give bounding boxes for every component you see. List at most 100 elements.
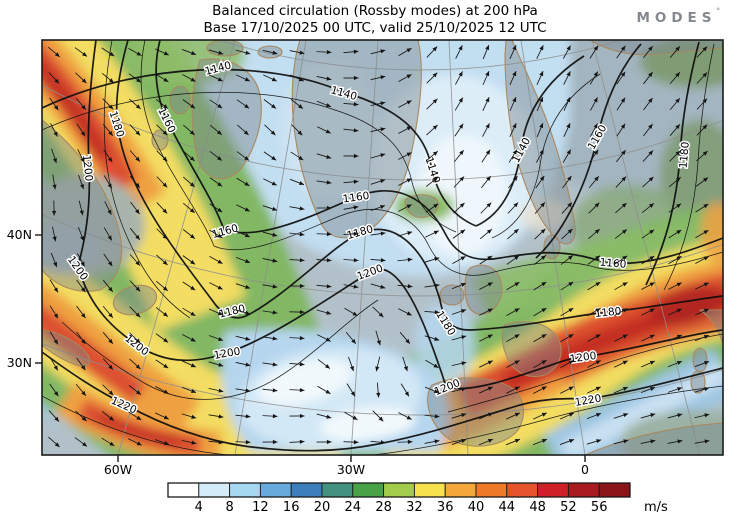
wind-arrow-head — [406, 100, 412, 105]
wind-arrow-head — [460, 282, 466, 287]
wind-arrow-head — [326, 284, 332, 289]
wind-arrow-head — [541, 308, 547, 313]
wind-arrow-head — [403, 366, 408, 372]
wind-arrow-head — [190, 337, 196, 342]
wind-arrow-head — [704, 361, 710, 365]
wind-arrow-head — [487, 412, 493, 417]
wind-arrow-head — [378, 416, 384, 422]
wind-arrow-head — [326, 258, 332, 263]
wind-arrow-head — [407, 284, 413, 289]
wind-arrow-head — [353, 440, 359, 445]
wind-arrow-head — [107, 235, 112, 241]
wind-arrow-head — [461, 439, 467, 443]
wind-arrow-head — [190, 77, 196, 82]
wind-arrow-head — [622, 334, 628, 339]
wind-arrow-head — [52, 158, 57, 164]
wind-arrow-head — [380, 101, 386, 106]
wind-arrow-head — [405, 338, 410, 344]
wind-arrow-head — [299, 336, 305, 341]
wind-arrow-head — [433, 363, 439, 368]
wind-arrow-head — [271, 181, 277, 186]
wind-arrow-head — [51, 210, 57, 216]
wind-arrow-head — [352, 311, 358, 316]
contour-label: 1160 — [342, 190, 370, 206]
colorbar-tick-label: 44 — [499, 500, 516, 515]
wind-arrow-head — [53, 287, 58, 293]
wind-arrow-head — [349, 366, 354, 372]
wind-arrow-head — [353, 231, 359, 236]
wind-arrow-head — [298, 155, 304, 161]
wind-arrow-head — [108, 338, 113, 344]
wind-arrow-head — [568, 386, 574, 391]
wind-arrow-head — [648, 98, 653, 103]
wind-arrow-head — [53, 261, 58, 267]
wind-arrow-head — [162, 208, 168, 214]
modes-logo-text: MODES — [636, 10, 717, 26]
wind-arrow-head — [107, 261, 113, 267]
wind-arrow-head — [406, 311, 412, 316]
wind-arrow-head — [217, 77, 223, 82]
wind-arrow-head — [675, 177, 681, 182]
wind-arrow-head — [191, 440, 197, 445]
wind-arrow-head — [648, 176, 654, 182]
wind-arrow-head — [162, 182, 168, 188]
wind-arrow-head — [540, 255, 546, 260]
wind-arrow-head — [539, 149, 544, 155]
wind-arrow-head — [406, 48, 412, 53]
wind-arrow-head — [622, 386, 628, 391]
wind-arrow-head — [299, 388, 305, 393]
wind-arrow-head — [432, 98, 438, 104]
colorbar-swatch — [198, 482, 231, 498]
wind-arrow-head — [350, 391, 356, 397]
wind-arrow-head — [135, 104, 141, 109]
wind-arrow-head — [648, 124, 653, 129]
wind-arrow-head — [675, 124, 680, 130]
wind-arrow-head — [623, 413, 629, 418]
wind-arrow-head — [487, 282, 493, 287]
wind-arrow-head — [541, 412, 547, 417]
wind-arrow-head — [433, 389, 439, 394]
wind-arrow-head — [406, 178, 412, 183]
wind-arrow-head — [271, 155, 277, 161]
wind-arrow-head — [80, 157, 85, 163]
wind-arrow-head — [218, 362, 224, 367]
wind-arrow-head — [432, 124, 438, 130]
colorbar-swatch — [475, 482, 508, 498]
wind-arrow-head — [621, 150, 626, 156]
wind-arrow-head — [461, 413, 467, 418]
wind-arrow-head — [593, 123, 598, 129]
wind-arrow-head — [621, 176, 627, 182]
wind-arrow-head — [539, 175, 545, 181]
wind-arrow-head — [189, 130, 195, 135]
wind-arrow-head — [53, 391, 59, 397]
colorbar-swatch — [413, 482, 446, 498]
colorbar-tick-label: 32 — [406, 500, 423, 515]
contour-label: 1200 — [569, 350, 597, 366]
wind-arrow-head — [325, 389, 331, 394]
wind-arrow-head — [82, 442, 88, 447]
wind-arrow-head — [353, 128, 359, 133]
wind-arrow-head — [649, 387, 656, 391]
wind-arrow-head — [568, 281, 574, 287]
wind-arrow-head — [595, 255, 601, 261]
wind-arrow-head — [299, 232, 305, 237]
wind-arrow-head — [568, 308, 574, 313]
modes-logo: MODES° — [636, 7, 720, 26]
wind-arrow-head — [326, 76, 332, 81]
wind-arrow-head — [271, 77, 277, 82]
wind-arrow-head — [675, 98, 680, 104]
wind-arrow-head — [675, 150, 681, 156]
wind-arrow-head — [513, 176, 518, 181]
wind-arrow-head — [272, 414, 278, 419]
wind-arrow-head — [272, 206, 278, 211]
wind-arrow-head — [380, 231, 386, 236]
colorbar-swatch — [567, 482, 600, 498]
map-frame — [35, 39, 724, 462]
wind-arrow-head — [487, 386, 493, 391]
wind-arrow-head — [703, 230, 709, 235]
colorbar-swatch — [352, 482, 385, 498]
wind-arrow-head — [432, 46, 438, 52]
wind-arrow-head — [380, 258, 386, 263]
great-britain — [464, 264, 503, 315]
